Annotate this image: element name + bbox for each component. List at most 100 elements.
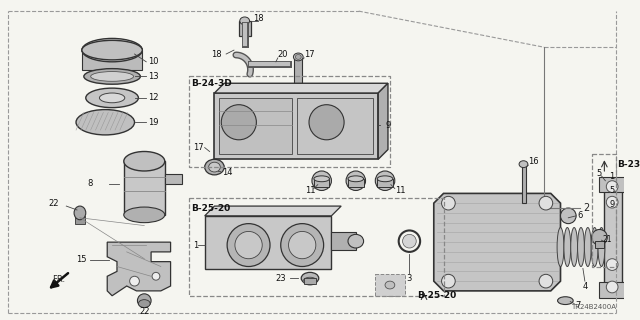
- Ellipse shape: [557, 297, 573, 305]
- Bar: [124, 161, 164, 215]
- Ellipse shape: [403, 234, 416, 248]
- Ellipse shape: [519, 161, 528, 168]
- Text: FR.: FR.: [52, 275, 65, 284]
- Text: 14: 14: [222, 168, 233, 177]
- Ellipse shape: [138, 300, 150, 308]
- Ellipse shape: [348, 176, 364, 182]
- Circle shape: [346, 171, 365, 190]
- Text: 15: 15: [76, 255, 86, 264]
- Text: 20: 20: [278, 50, 288, 59]
- Ellipse shape: [303, 277, 317, 285]
- Text: 16: 16: [529, 157, 539, 166]
- Text: 21: 21: [602, 235, 612, 244]
- Ellipse shape: [84, 68, 140, 84]
- Circle shape: [539, 196, 553, 210]
- Ellipse shape: [209, 162, 220, 172]
- Polygon shape: [108, 242, 171, 296]
- Text: 23: 23: [276, 274, 287, 283]
- Ellipse shape: [577, 228, 584, 267]
- Bar: [214, 93, 378, 159]
- Bar: [595, 241, 604, 248]
- Circle shape: [152, 272, 160, 280]
- Bar: [604, 179, 622, 286]
- Text: 1: 1: [193, 241, 198, 250]
- Ellipse shape: [301, 272, 319, 284]
- Bar: [220, 98, 292, 155]
- Circle shape: [592, 229, 607, 245]
- Bar: [600, 177, 625, 192]
- Ellipse shape: [87, 42, 138, 58]
- Ellipse shape: [296, 54, 301, 60]
- Text: B-25-20: B-25-20: [191, 204, 230, 212]
- Circle shape: [442, 274, 455, 288]
- Text: 17: 17: [304, 50, 315, 59]
- Ellipse shape: [74, 206, 86, 220]
- Text: 5: 5: [596, 169, 602, 179]
- Circle shape: [221, 105, 257, 140]
- Circle shape: [561, 208, 576, 224]
- Polygon shape: [214, 83, 388, 93]
- Text: 11: 11: [305, 186, 316, 195]
- Bar: [164, 174, 182, 184]
- Ellipse shape: [385, 281, 395, 289]
- Text: 11: 11: [395, 186, 405, 195]
- Text: 19: 19: [148, 118, 159, 127]
- Ellipse shape: [82, 38, 142, 62]
- Text: 9: 9: [609, 200, 614, 209]
- Text: TR24B2400A: TR24B2400A: [571, 304, 616, 310]
- Bar: [82, 50, 142, 70]
- Circle shape: [281, 224, 324, 267]
- Text: 1: 1: [609, 172, 614, 181]
- Circle shape: [312, 171, 332, 190]
- Polygon shape: [378, 83, 388, 159]
- Ellipse shape: [82, 40, 142, 60]
- Text: 18: 18: [212, 50, 222, 59]
- Ellipse shape: [377, 176, 393, 182]
- Circle shape: [130, 276, 140, 286]
- Ellipse shape: [584, 228, 591, 267]
- Ellipse shape: [348, 234, 364, 248]
- Circle shape: [309, 105, 344, 140]
- Text: 5: 5: [609, 186, 614, 195]
- Ellipse shape: [205, 159, 224, 175]
- Circle shape: [375, 171, 395, 190]
- Ellipse shape: [591, 228, 598, 267]
- Ellipse shape: [91, 72, 134, 81]
- Bar: [298, 98, 373, 155]
- Polygon shape: [434, 193, 561, 291]
- Ellipse shape: [293, 53, 303, 61]
- Text: 22: 22: [139, 307, 150, 316]
- Ellipse shape: [314, 176, 330, 182]
- Text: 3: 3: [407, 274, 412, 283]
- Text: 2: 2: [583, 203, 589, 213]
- Ellipse shape: [76, 109, 134, 135]
- Text: B-24-3D: B-24-3D: [191, 79, 232, 88]
- Ellipse shape: [86, 88, 138, 108]
- Text: 6: 6: [577, 211, 582, 220]
- Bar: [205, 216, 332, 269]
- Bar: [377, 179, 393, 187]
- Bar: [348, 179, 364, 187]
- Circle shape: [606, 259, 618, 270]
- Circle shape: [539, 274, 553, 288]
- Bar: [375, 274, 404, 296]
- Circle shape: [235, 231, 262, 259]
- Bar: [314, 179, 330, 187]
- Ellipse shape: [124, 207, 164, 223]
- Bar: [600, 282, 625, 298]
- Ellipse shape: [557, 228, 564, 267]
- Bar: [522, 164, 526, 203]
- Text: 7: 7: [575, 301, 580, 310]
- Text: 13: 13: [148, 72, 159, 81]
- Bar: [294, 57, 302, 91]
- Bar: [304, 278, 316, 284]
- Ellipse shape: [124, 151, 164, 171]
- Text: 17: 17: [193, 143, 204, 152]
- Bar: [75, 216, 85, 224]
- Circle shape: [606, 181, 618, 192]
- Text: 8: 8: [87, 179, 93, 188]
- Text: 9: 9: [385, 121, 390, 130]
- Polygon shape: [205, 206, 341, 216]
- Text: 12: 12: [148, 93, 159, 102]
- Text: 22: 22: [49, 199, 59, 208]
